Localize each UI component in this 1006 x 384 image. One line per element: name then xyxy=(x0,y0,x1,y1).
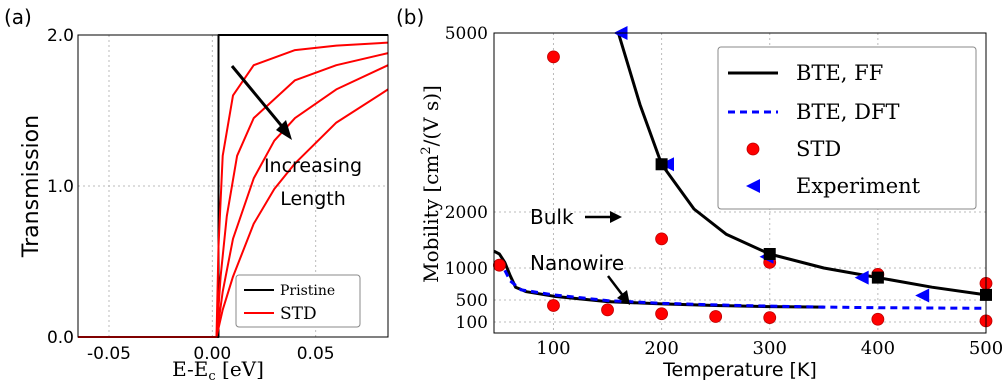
panel-b-std-point xyxy=(493,258,506,272)
panel-b-legend-label-std: STD xyxy=(796,137,841,161)
panel-b-std-point xyxy=(601,303,614,317)
panel-b-experiment-point xyxy=(854,270,869,285)
panel-a-xlabel-main: E-E xyxy=(172,357,208,381)
panel-b-legend-label-bte-dft: BTE, DFT xyxy=(796,100,900,124)
panel-a-ytick-label: 0.0 xyxy=(47,328,74,348)
panel-b-std-point xyxy=(655,232,669,246)
panel-b-series-line-2 xyxy=(498,258,987,310)
panel-b-ylabel: Mobility [cm2/(V s)] xyxy=(419,85,443,283)
panel-a-ylabel: Transmission xyxy=(19,115,44,258)
panel-b-xtick-label: 300 xyxy=(753,338,787,359)
panel-b-legend-swatch-std xyxy=(746,142,760,156)
panel-b-ylabel-sup: 2 xyxy=(419,146,434,154)
panel-b-annotation-bulk: Bulk xyxy=(530,205,574,229)
panel-b-xtick-label: 100 xyxy=(536,338,570,359)
panel-b-series xyxy=(493,26,993,328)
panel-b-legend-box xyxy=(717,46,977,210)
panel-b-std-point xyxy=(547,299,560,312)
panel-b-xticks: 100 200 300 400 500 xyxy=(536,338,1003,359)
panel-b-ytick-label: 100 xyxy=(456,313,488,333)
panel-a-ytick-label: 1.0 xyxy=(47,177,74,197)
panel-a-xtick-label: 0.00 xyxy=(193,344,231,364)
panel-b-bte-square-point xyxy=(871,271,884,284)
panel-b-std-point xyxy=(547,50,560,64)
panel-a-xlabel-unit: [eV] xyxy=(216,357,264,381)
panel-a-series-line-3 xyxy=(78,64,389,338)
panel-b-nanowire-arrow-head xyxy=(617,290,630,305)
panel-b-bulk-arrow-head xyxy=(610,211,622,223)
panel-a-series-line-4 xyxy=(78,88,389,338)
panel-b-experiment-point xyxy=(915,288,930,303)
panel-b-xtick-label: 500 xyxy=(969,338,1003,359)
panel-a-label: (a) xyxy=(4,5,32,29)
panel-a-arrow-head xyxy=(276,120,292,140)
panel-b-ytick-label: 500 xyxy=(456,291,488,311)
panel-b-ytick-label: 5000 xyxy=(445,24,488,44)
panel-a: (a) -0.05 0.00 0.05 0.0 1.0 2.0 E-Ec [eV] Tr… xyxy=(4,5,389,384)
panel-a-annotation-line1: Increasing xyxy=(264,155,362,177)
panel-a-xticks: -0.05 0.00 0.05 xyxy=(87,344,335,364)
panel-a-frame xyxy=(77,34,389,338)
panel-b-series-line-0 xyxy=(616,32,987,297)
panel-b-legend-swatch-experiment xyxy=(746,179,760,193)
panel-b-legend-label-bte-ff: BTE, FF xyxy=(796,61,883,85)
panel-b-ylabel-main: Mobility [cm xyxy=(419,155,443,283)
panel-a-annotation-line2: Length xyxy=(280,188,346,210)
panel-b-xtick-label: 400 xyxy=(861,338,895,359)
panel-b-annotation-nanowire: Nanowire xyxy=(530,251,624,275)
panel-b-std-point xyxy=(763,311,777,325)
panel-b-bte-square-point xyxy=(763,248,776,260)
panel-a-ytick-label: 2.0 xyxy=(47,26,74,46)
panel-b-ytick-label: 1000 xyxy=(445,259,488,279)
panel-b-std-point xyxy=(709,310,723,323)
panel-b-ylabel-tail: /(V s)] xyxy=(419,85,443,146)
panel-a-yticks: 0.0 1.0 2.0 xyxy=(47,26,74,348)
panel-a-xtick-label: -0.05 xyxy=(87,344,131,364)
panel-a-legend: Pristine STD xyxy=(235,274,361,328)
panel-a-series-line-1 xyxy=(78,41,389,338)
panel-b-xtick-label: 200 xyxy=(644,338,678,359)
panel-a-legend-label-pristine: Pristine xyxy=(280,283,335,299)
panel-b-std-point xyxy=(655,307,669,321)
panel-b-std-point xyxy=(871,312,885,326)
panel-a-xlabel: E-Ec [eV] xyxy=(172,357,264,384)
panel-b-ytick-label: 2000 xyxy=(445,203,488,223)
panel-a-xtick-label: 0.05 xyxy=(297,344,335,364)
panel-b-bte-square-point xyxy=(655,158,668,171)
panel-b-label: (b) xyxy=(396,5,424,29)
panel-b-legend: BTE, FF BTE, DFT STD Experiment xyxy=(717,46,977,210)
panel-a-legend-label-std: STD xyxy=(280,304,317,324)
panel-b-legend-label-experiment: Experiment xyxy=(796,174,921,198)
panel-b-frame xyxy=(493,32,987,334)
panel-a-xlabel-sub: c xyxy=(208,369,215,384)
panel-b-nanowire-arrow-shaft xyxy=(607,275,625,298)
panel-a-arrow-shaft xyxy=(230,65,287,131)
panel-b-xlabel: Temperature [K] xyxy=(662,359,817,381)
panel-a-series-line-2 xyxy=(78,52,389,338)
